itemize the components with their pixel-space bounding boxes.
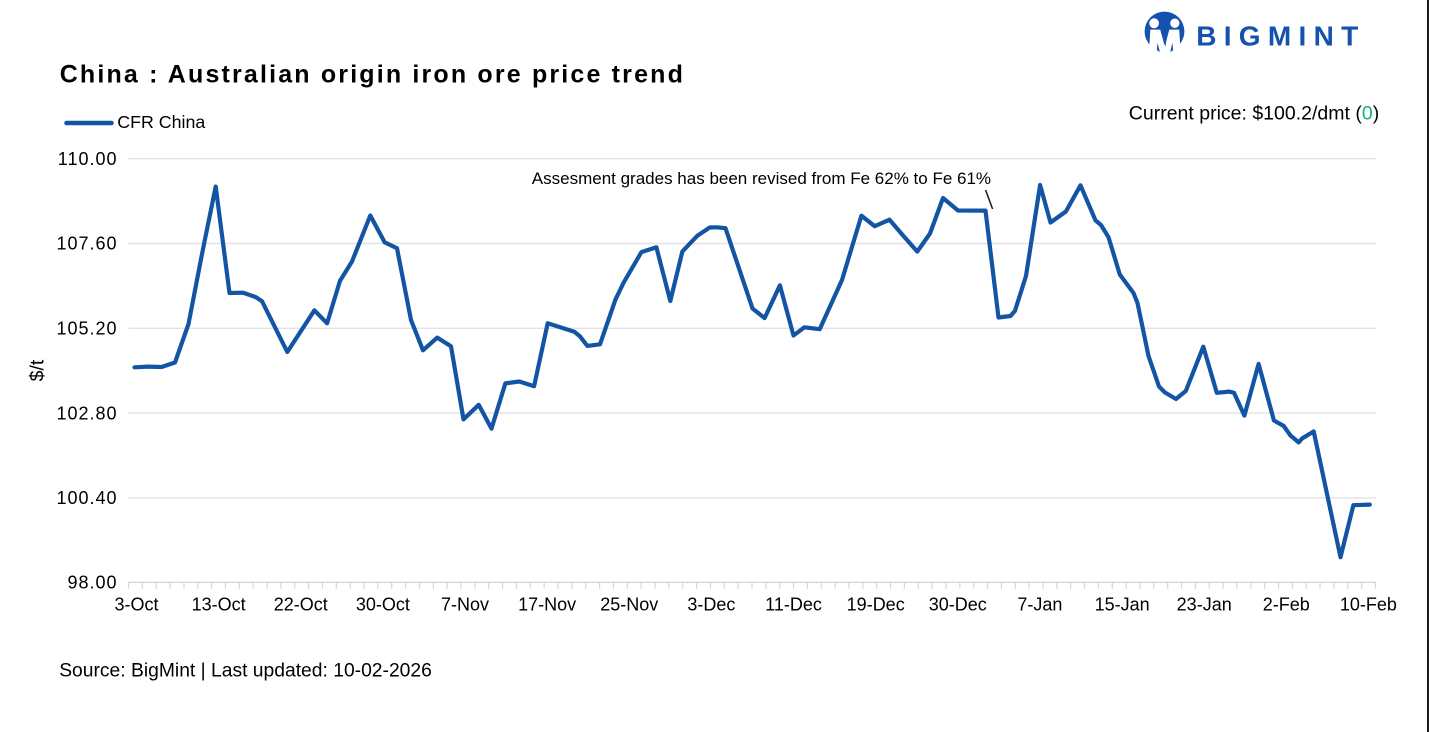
svg-text:$/t: $/t <box>27 359 49 381</box>
svg-text:CFR China: CFR China <box>117 112 205 132</box>
svg-text:2-Feb: 2-Feb <box>1263 595 1310 615</box>
svg-text:22-Oct: 22-Oct <box>274 595 328 615</box>
svg-text:105.20: 105.20 <box>56 319 117 339</box>
svg-text:100.40: 100.40 <box>56 488 117 508</box>
svg-text:13-Oct: 13-Oct <box>192 595 246 615</box>
svg-text:3-Dec: 3-Dec <box>687 595 735 615</box>
svg-text:10-Feb: 10-Feb <box>1340 595 1397 615</box>
svg-text:107.60: 107.60 <box>56 234 117 254</box>
svg-text:98.00: 98.00 <box>67 573 117 593</box>
svg-text:23-Jan: 23-Jan <box>1177 595 1232 615</box>
svg-text:3-Oct: 3-Oct <box>114 595 158 615</box>
svg-text:Current price: $100.2/dmt (0): Current price: $100.2/dmt (0) <box>1129 102 1379 124</box>
svg-text:25-Nov: 25-Nov <box>600 595 658 615</box>
svg-text:China : Australian origin iron: China : Australian origin iron ore price… <box>60 61 685 89</box>
svg-text:7-Nov: 7-Nov <box>441 595 489 615</box>
svg-text:BIGMINT: BIGMINT <box>1196 21 1365 52</box>
svg-text:7-Jan: 7-Jan <box>1017 595 1062 615</box>
svg-text:110.00: 110.00 <box>58 149 118 169</box>
svg-text:15-Jan: 15-Jan <box>1095 595 1150 615</box>
svg-text:30-Oct: 30-Oct <box>356 595 410 615</box>
svg-text:102.80: 102.80 <box>56 403 117 423</box>
svg-text:Assesment grades has been revi: Assesment grades has been revised from F… <box>532 169 991 188</box>
svg-text:17-Nov: 17-Nov <box>518 595 576 615</box>
svg-text:Source: BigMint | Last updated: Source: BigMint | Last updated: 10-02-20… <box>59 660 432 681</box>
svg-text:19-Dec: 19-Dec <box>847 595 905 615</box>
svg-text:30-Dec: 30-Dec <box>929 595 987 615</box>
svg-text:11-Dec: 11-Dec <box>765 595 822 615</box>
